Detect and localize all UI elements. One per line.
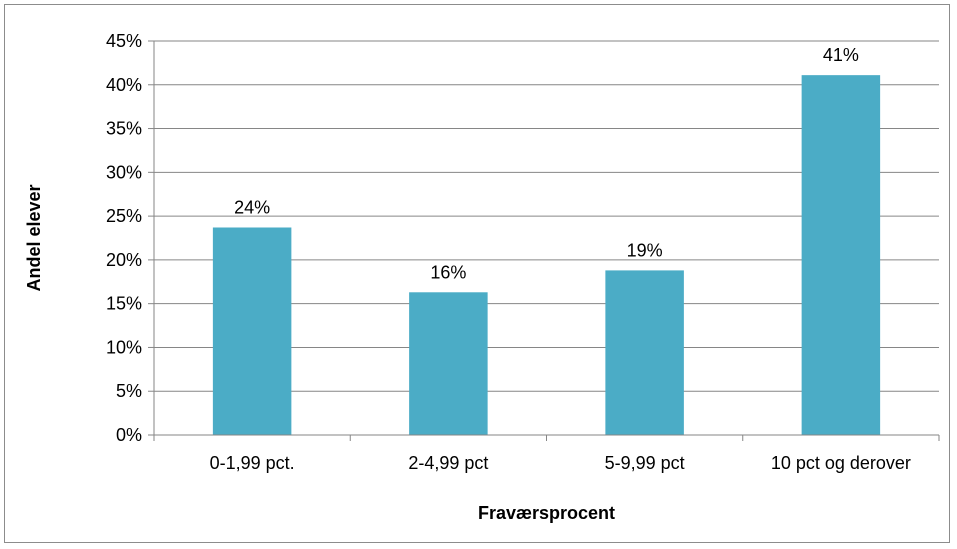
data-label: 16% bbox=[430, 262, 466, 282]
bar bbox=[212, 227, 292, 435]
y-axis-title: Andel elever bbox=[24, 184, 44, 291]
bar bbox=[605, 270, 684, 435]
data-label: 41% bbox=[823, 45, 859, 65]
chart-frame bbox=[4, 4, 950, 543]
y-tick-label: 40% bbox=[106, 75, 142, 95]
bar bbox=[801, 75, 881, 435]
y-tick-label: 25% bbox=[106, 206, 142, 226]
data-label: 24% bbox=[234, 197, 270, 217]
x-axis-title: Fraværsprocent bbox=[478, 503, 615, 523]
bars bbox=[212, 75, 881, 435]
y-tick-label: 45% bbox=[106, 31, 142, 51]
x-axis-ticks bbox=[153, 435, 940, 441]
data-label: 19% bbox=[627, 240, 663, 260]
y-tick-label: 10% bbox=[106, 337, 142, 357]
y-tick-label: 20% bbox=[106, 250, 142, 270]
data-labels: 24% 16% 19% 41% bbox=[234, 45, 859, 282]
bar bbox=[409, 292, 488, 435]
y-tick-label: 0% bbox=[116, 425, 142, 445]
x-category-label: 10 pct og derover bbox=[771, 453, 911, 473]
y-tick-label: 30% bbox=[106, 162, 142, 182]
y-tick-label: 5% bbox=[116, 381, 142, 401]
y-tick-label: 15% bbox=[106, 294, 142, 314]
x-axis-category-labels: 0-1,99 pct. 2-4,99 pct 5-9,99 pct 10 pct og… bbox=[210, 453, 911, 473]
x-category-label: 5-9,99 pct bbox=[605, 453, 685, 473]
x-category-label: 2-4,99 pct bbox=[408, 453, 488, 473]
y-axis-tick-labels: 0% 5% 10% 15% 20% 25% 30% 35% 40% 45% bbox=[106, 31, 154, 445]
x-category-label: 0-1,99 pct. bbox=[210, 453, 295, 473]
y-tick-label: 35% bbox=[106, 119, 142, 139]
